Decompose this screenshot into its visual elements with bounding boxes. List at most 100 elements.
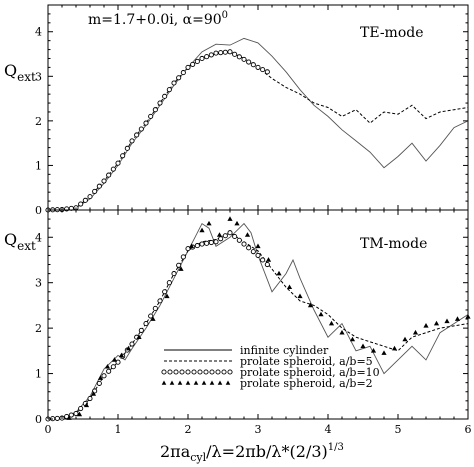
te-mode-panel: 0 1 2 3 4 Qext m=1.7+0.0i, α=900 TE-mode	[4, 4, 469, 217]
triangle-point	[318, 311, 324, 317]
triangle-point	[412, 329, 419, 335]
open-circle-point	[213, 50, 219, 56]
open-circle-point	[204, 54, 210, 60]
open-circle-point	[138, 327, 144, 333]
triangle-point	[97, 375, 104, 380]
open-circle-point	[199, 241, 205, 247]
tm-solid-series	[47, 222, 469, 420]
triangle-point	[391, 345, 398, 351]
triangle-point	[111, 357, 118, 362]
open-circle-point	[246, 245, 252, 251]
open-circle-point	[171, 271, 177, 277]
open-circle-point	[143, 120, 149, 126]
open-circle-point	[87, 194, 93, 200]
open-circle-point	[82, 197, 88, 203]
legend-swatch-triangle	[185, 380, 191, 385]
tm-ylabel: Qext	[4, 230, 36, 253]
x-tick-label: 4	[325, 423, 332, 436]
open-circle-point	[185, 64, 191, 70]
te-mode-label: TE-mode	[360, 25, 424, 41]
open-circle-point	[260, 257, 266, 263]
triangle-point	[206, 220, 212, 226]
legend-swatch-triangle	[209, 380, 215, 385]
legend-label: prolate spheroid, a/b=5	[240, 355, 373, 368]
triangle-point	[402, 336, 408, 342]
open-circle-point	[250, 249, 256, 255]
open-circle-point	[148, 313, 154, 319]
legend-swatch-circle	[179, 369, 185, 375]
open-circle-point	[162, 289, 168, 295]
open-circle-point	[73, 410, 79, 417]
open-circle-point	[166, 280, 172, 286]
legend-swatch-circle	[203, 369, 209, 375]
open-circle-point	[227, 230, 233, 236]
open-circle-point	[227, 49, 233, 55]
triangle-point	[328, 320, 335, 326]
legend-swatch-circle	[215, 369, 221, 375]
legend-swatch-circle	[161, 369, 167, 375]
open-circle-point	[96, 380, 102, 386]
triangle-point	[76, 411, 83, 417]
triangle-point	[164, 293, 170, 299]
open-circle-point	[236, 237, 242, 243]
triangle-point	[265, 257, 272, 262]
tm-y-tick-label: 0	[35, 413, 42, 426]
open-circle-point	[190, 61, 196, 67]
legend-swatch-circle	[173, 369, 179, 375]
legend-swatch-triangle	[217, 380, 223, 385]
tm-ylabel-sub: ext	[17, 239, 36, 253]
legend-label: prolate spheroid, a/b=2	[240, 377, 373, 390]
te-dashed-series	[47, 51, 469, 211]
open-circle-point	[213, 239, 219, 245]
open-circle-point	[110, 166, 116, 172]
open-circle-point	[143, 321, 149, 327]
open-circle-point	[129, 341, 135, 347]
legend-swatch-circle	[227, 369, 233, 375]
open-circle-point	[241, 241, 247, 247]
open-circle-point	[194, 58, 200, 64]
x-axis-title-sub: cyl	[190, 451, 206, 464]
open-circle-point	[180, 254, 186, 260]
te-open-circles-series	[45, 49, 270, 213]
open-circle-point	[92, 188, 98, 194]
triangle-point	[104, 363, 111, 369]
open-circle-point	[138, 126, 144, 132]
open-circle-point	[208, 240, 214, 246]
x-axis-title: 2πacyl/λ=2πb/λ*(2/3)1/3	[160, 442, 344, 464]
te-y-tick-label: 0	[35, 204, 42, 217]
open-circle-point	[185, 246, 191, 252]
open-circle-point	[255, 64, 261, 70]
open-circle-point	[264, 69, 270, 75]
open-circle-point	[129, 138, 135, 144]
tm-mode-panel: 0 1 2 3 4 5 6 0 1 2 3 4 Qext TM-mode infinite cylin…	[4, 209, 472, 436]
tm-y-tick-label: 3	[35, 277, 42, 290]
triangle-point	[465, 313, 471, 319]
x-tick-label: 6	[465, 423, 472, 436]
triangle-point	[297, 293, 303, 299]
open-circle-point	[68, 412, 74, 418]
open-circle-point	[78, 201, 84, 207]
triangle-point	[150, 316, 156, 321]
legend-label: prolate spheroid, a/b=10	[240, 366, 380, 379]
te-ylabel-sub: ext	[17, 70, 36, 84]
x-axis-title-rest: /λ=2πb/λ*(2/3)	[206, 442, 328, 461]
open-circle-point	[120, 153, 126, 159]
open-circle-point	[87, 396, 93, 402]
open-circle-point	[152, 107, 158, 113]
triangle-point	[83, 402, 90, 408]
open-circle-point	[218, 50, 224, 56]
triangle-point	[349, 336, 356, 342]
triangle-point	[244, 232, 251, 237]
open-circle-point	[78, 405, 84, 412]
open-circle-point	[255, 252, 261, 258]
open-circle-point	[54, 415, 60, 421]
tm-dashed-series	[47, 232, 469, 420]
tm-y-tick-label: 1	[35, 368, 42, 381]
te-plot-marks	[45, 37, 469, 213]
legend-swatch-circle	[191, 369, 197, 375]
legend-swatch-circle	[167, 369, 173, 375]
triangle-point	[276, 270, 282, 276]
te-annotation: m=1.7+0.0i, α=900	[88, 10, 228, 28]
triangle-point	[360, 343, 366, 349]
open-circle-point	[96, 183, 102, 189]
